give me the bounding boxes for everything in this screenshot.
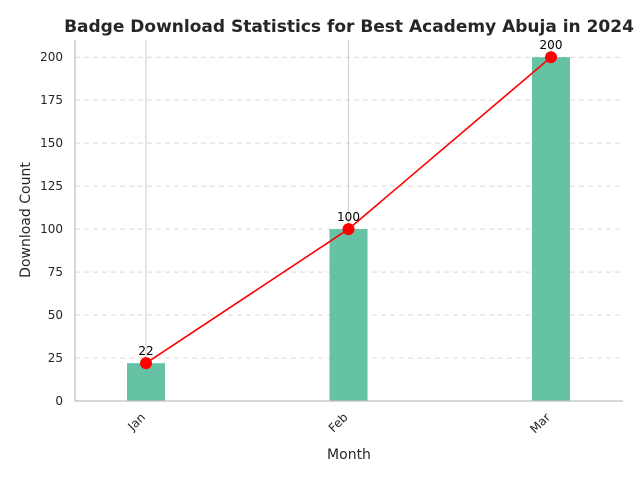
y-tick-label: 125 [40,179,63,193]
x-tick-label: Mar [527,410,553,436]
y-tick-label: 175 [40,93,63,107]
axes-layer: 0 25 50 75 100 125 150 175 200 Jan Feb Mar [40,40,623,436]
y-tick-label: 50 [48,308,63,322]
line-point [140,357,152,370]
y-axis-title: Download Count [18,162,34,278]
bars-layer [127,57,570,401]
x-tick-label: Feb [326,410,351,435]
bar [329,229,368,401]
x-axis-title: Month [327,447,371,463]
data-label: 100 [337,210,360,224]
data-label: 200 [540,38,563,52]
y-tick-label: 0 [55,394,63,408]
y-tick-label: 25 [48,351,63,365]
x-tick-label: Jan [124,410,148,434]
y-tick-label: 200 [40,50,63,64]
line-point [545,51,557,64]
line-layer [140,51,557,370]
y-tick-label: 100 [40,222,63,236]
bar [532,57,570,401]
chart-title: Badge Download Statistics for Best Acade… [64,17,634,37]
data-label: 22 [138,344,153,358]
data-labels-layer: 22 100 200 [138,38,562,358]
y-tick-label: 75 [48,265,63,279]
y-tick-label: 150 [40,136,63,150]
line-point [342,223,355,236]
bar [127,363,165,401]
